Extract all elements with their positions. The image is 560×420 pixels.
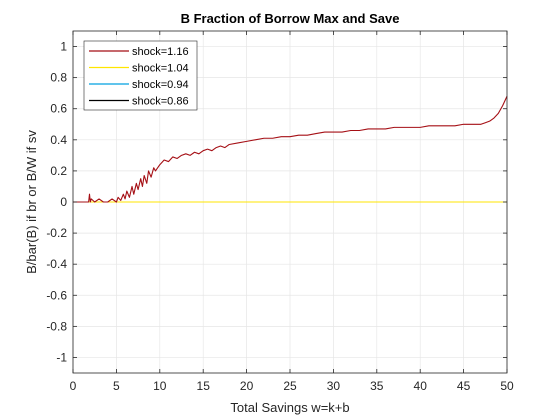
series-line-shock-1-16 — [73, 96, 508, 203]
x-tick-label: 40 — [414, 379, 428, 393]
legend-label: shock=0.94 — [132, 79, 189, 91]
y-tick-labels: -1 -0.8 -0.6 -0.4 -0.2 0 0.2 0.4 0.6 0.8 1 — [46, 40, 67, 365]
x-tick-label: 0 — [70, 379, 77, 393]
y-tick-label: 0.6 — [50, 102, 67, 116]
x-tick-label: 25 — [283, 379, 297, 393]
legend-label: shock=1.16 — [132, 46, 189, 58]
tick-marks — [72, 31, 508, 373]
legend: shock=1.16 shock=1.04 shock=0.94 shock=0.86 — [83, 40, 198, 111]
y-tick-label: -0.8 — [46, 319, 67, 333]
y-tick-label: -0.2 — [46, 226, 67, 240]
x-tick-label: 20 — [240, 379, 254, 393]
x-tick-label: 30 — [327, 379, 341, 393]
y-tick-label: 0.2 — [50, 164, 67, 178]
y-tick-label: -0.6 — [46, 288, 67, 302]
y-tick-label: 0.8 — [50, 71, 67, 85]
x-tick-label: 15 — [197, 379, 211, 393]
y-tick-label: 0 — [60, 195, 67, 209]
x-tick-label: 10 — [153, 379, 167, 393]
data-lines — [73, 96, 508, 203]
legend-box — [83, 40, 198, 111]
y-tick-label: -0.4 — [46, 257, 67, 271]
y-tick-label: -1 — [56, 350, 67, 364]
y-tick-label: 1 — [60, 40, 67, 54]
x-tick-label: 5 — [113, 379, 120, 393]
y-axis-label: B/bar(B) if br or B/W if sv — [24, 130, 39, 274]
legend-label: shock=1.04 — [132, 63, 189, 75]
x-tick-label: 50 — [500, 379, 514, 393]
x-axis-label: Total Savings w=k+b — [230, 400, 349, 415]
y-tick-label: 0.4 — [50, 133, 67, 147]
x-tick-label: 35 — [370, 379, 384, 393]
x-tick-label: 45 — [457, 379, 471, 393]
legend-label: shock=0.86 — [132, 96, 189, 108]
x-tick-labels: 0 5 10 15 20 25 30 35 40 45 50 — [70, 379, 514, 393]
chart-title: B Fraction of Borrow Max and Save — [181, 11, 400, 26]
